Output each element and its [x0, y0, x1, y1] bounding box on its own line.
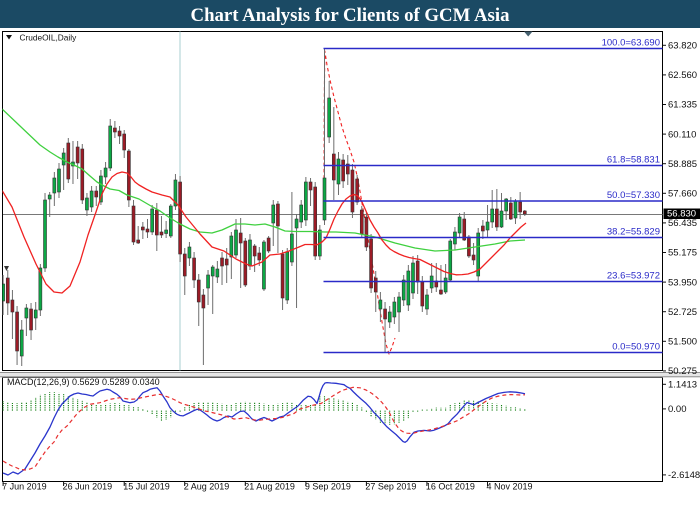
- svg-text:0.00: 0.00: [668, 404, 687, 415]
- svg-text:7 Jun 2019: 7 Jun 2019: [2, 482, 47, 492]
- svg-text:Chart Analysis for Clients of: Chart Analysis for Clients of GCM Asia: [191, 5, 511, 26]
- svg-text:58.885: 58.885: [668, 159, 697, 170]
- svg-text:52.725: 52.725: [668, 307, 697, 318]
- svg-text:MACD(12,26,9) 0.5629 0.5289 0.: MACD(12,26,9) 0.5629 0.5289 0.0340: [7, 377, 160, 387]
- svg-text:57.660: 57.660: [668, 189, 697, 200]
- svg-text:53.950: 53.950: [668, 277, 697, 288]
- svg-text:51.500: 51.500: [668, 337, 697, 348]
- svg-text:9 Sep 2019: 9 Sep 2019: [305, 482, 351, 492]
- svg-text:56.435: 56.435: [668, 218, 697, 229]
- svg-text:61.335: 61.335: [668, 100, 697, 111]
- svg-text:2 Aug 2019: 2 Aug 2019: [184, 482, 230, 492]
- svg-text:15 Jul 2019: 15 Jul 2019: [123, 482, 170, 492]
- svg-text:50.0=57.330: 50.0=57.330: [607, 190, 660, 201]
- svg-text:1.1413: 1.1413: [668, 380, 697, 391]
- svg-text:4 Nov 2019: 4 Nov 2019: [487, 482, 533, 492]
- svg-text:62.560: 62.560: [668, 70, 697, 81]
- svg-text:-2.6148: -2.6148: [668, 470, 700, 481]
- svg-text:16 Oct 2019: 16 Oct 2019: [426, 482, 475, 492]
- svg-text:56.830: 56.830: [667, 209, 696, 220]
- svg-text:38.2=55.829: 38.2=55.829: [607, 227, 660, 238]
- svg-text:0.0=50.970: 0.0=50.970: [612, 342, 660, 353]
- svg-text:60.110: 60.110: [668, 129, 696, 140]
- svg-text:23.6=53.972: 23.6=53.972: [607, 271, 660, 282]
- svg-text:CrudeOIL,Daily: CrudeOIL,Daily: [20, 32, 78, 42]
- svg-text:61.8=58.831: 61.8=58.831: [607, 155, 660, 166]
- svg-text:27 Sep 2019: 27 Sep 2019: [365, 482, 416, 492]
- svg-text:55.175: 55.175: [668, 248, 697, 259]
- svg-text:63.820: 63.820: [668, 41, 697, 52]
- svg-text:26 Jun 2019: 26 Jun 2019: [63, 482, 113, 492]
- svg-text:50.275: 50.275: [668, 366, 697, 377]
- svg-text:21 Aug 2019: 21 Aug 2019: [244, 482, 295, 492]
- svg-text:100.0=63.690: 100.0=63.690: [602, 38, 660, 49]
